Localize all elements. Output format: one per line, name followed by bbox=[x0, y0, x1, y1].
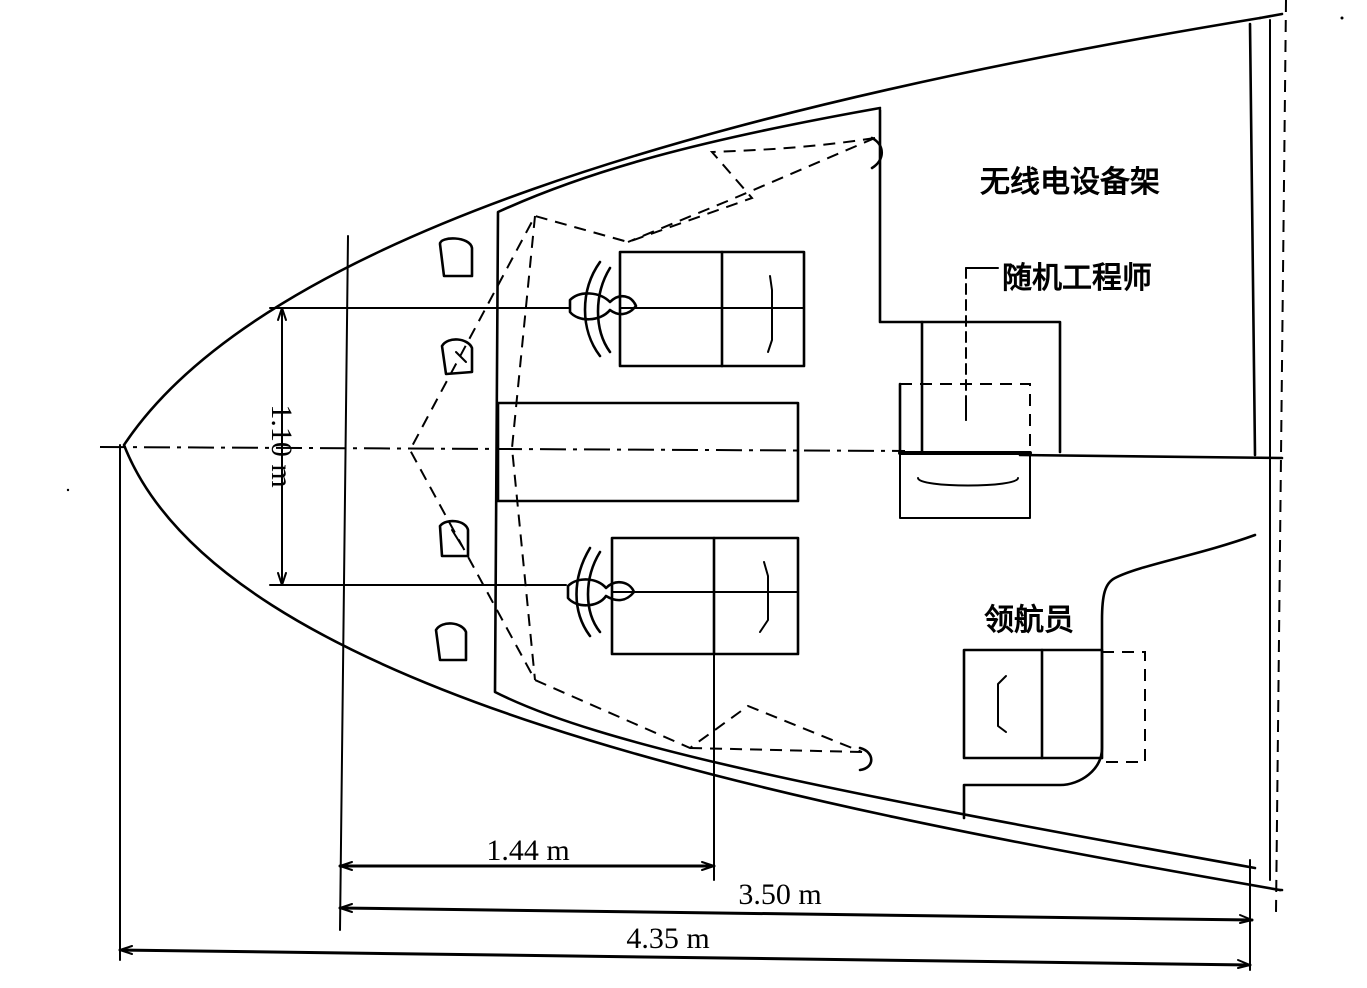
scan-dot bbox=[1340, 16, 1344, 20]
seat-spacing-label: 1.10 m bbox=[265, 404, 298, 487]
cockpit-centerline bbox=[99, 446, 906, 452]
radio-rack-compartment bbox=[878, 22, 1257, 457]
centerline-right bbox=[1018, 453, 1284, 460]
flight-engineer-station bbox=[898, 267, 1032, 519]
scan-dot bbox=[66, 488, 70, 492]
eye-point-dimension: 1.44 m bbox=[338, 639, 716, 881]
cockpit-length-label: 3.50 m bbox=[738, 878, 821, 911]
instrument-panel-outline bbox=[493, 106, 1257, 870]
overall-length-label: 4.35 m bbox=[626, 922, 709, 955]
rear-frame-dashed-line bbox=[1275, 0, 1287, 913]
pilot-seat-right bbox=[566, 536, 800, 656]
center-console bbox=[496, 401, 800, 503]
flight-engineer-label: 随机工程师 bbox=[1002, 261, 1152, 296]
cockpit-length-dimension: 3.50 m bbox=[338, 878, 1254, 924]
radio-rack-label: 无线电设备架 bbox=[980, 165, 1160, 200]
seat-spacing-dimension: 1.10 m bbox=[265, 307, 571, 586]
navigator-label: 领航员 bbox=[984, 603, 1074, 638]
eye-point-label: 1.44 m bbox=[486, 834, 569, 867]
pilot-seat-left bbox=[568, 250, 806, 368]
overall-length-dimension: 4.35 m bbox=[118, 444, 1252, 971]
fuselage-outline bbox=[122, 12, 1284, 931]
side-window-symbols bbox=[434, 237, 474, 662]
windshield-dashed-outline bbox=[408, 136, 884, 772]
navigator-station bbox=[962, 533, 1257, 820]
